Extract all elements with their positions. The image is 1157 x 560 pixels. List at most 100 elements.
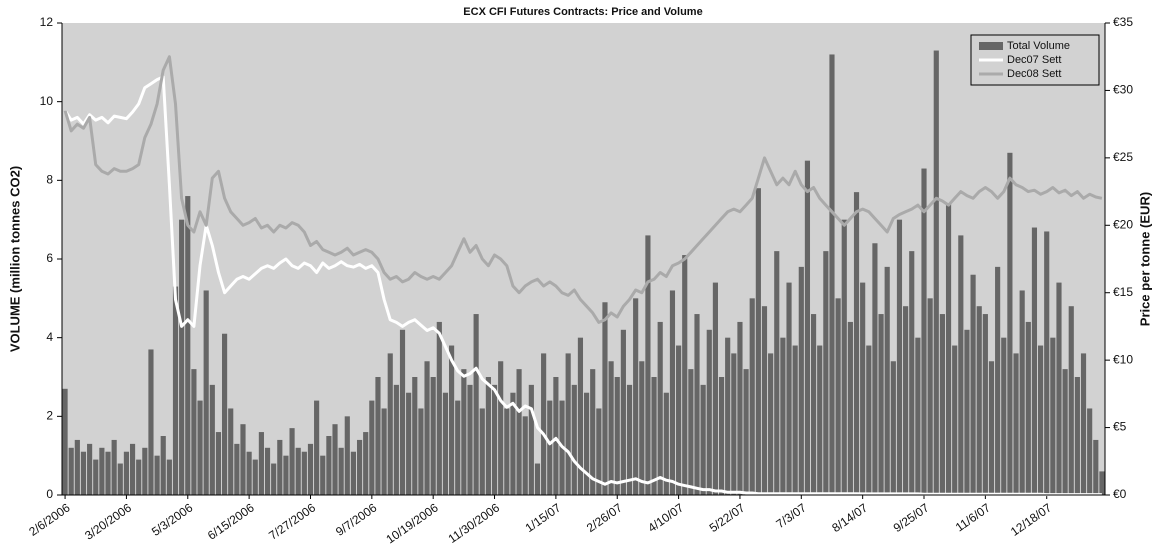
y2-axis-label: Price per tonne (EUR) (1137, 192, 1152, 326)
bar (277, 439, 283, 495)
bar (1062, 369, 1068, 495)
bar (565, 353, 571, 495)
bar (314, 400, 320, 495)
bar (847, 321, 853, 495)
bar (271, 463, 277, 495)
bar (498, 361, 504, 495)
bar (645, 235, 651, 495)
bar (731, 353, 737, 495)
y-tick-label: 8 (46, 173, 53, 187)
bar (228, 408, 234, 495)
bar (491, 384, 498, 495)
bar (154, 455, 160, 495)
x-tick-label: 11/6/07 (953, 500, 993, 534)
bar (804, 160, 811, 495)
bar (547, 400, 553, 495)
y2-tick-label: €20 (1113, 217, 1133, 231)
bar (136, 459, 142, 495)
bar (295, 447, 301, 495)
bar (191, 369, 197, 495)
bar (332, 424, 338, 495)
bar (970, 274, 976, 495)
bar (1031, 227, 1038, 496)
bar (995, 266, 1001, 495)
bar (596, 408, 602, 495)
bar (810, 314, 817, 495)
bar (1044, 231, 1050, 495)
bar (725, 337, 731, 495)
bar (62, 388, 68, 495)
y2-tick-label: €0 (1113, 487, 1127, 501)
bar (1050, 337, 1056, 495)
bar (798, 266, 804, 495)
bar (786, 282, 792, 495)
bar (289, 428, 295, 495)
line (63, 55, 1103, 324)
bar (160, 436, 166, 495)
bar (743, 369, 749, 495)
bar (896, 219, 903, 495)
y2-tick-label: €30 (1113, 83, 1133, 97)
bar (222, 333, 228, 495)
bar (1056, 282, 1062, 495)
bar (761, 306, 768, 495)
bar (283, 455, 289, 495)
bar (74, 439, 80, 495)
bar (1093, 439, 1099, 495)
bar (657, 321, 663, 495)
y2-tick-label: €10 (1113, 352, 1133, 366)
bar (718, 377, 725, 495)
bar (87, 443, 93, 495)
bar (105, 451, 111, 495)
bar (504, 408, 510, 495)
line (63, 75, 1102, 497)
bar (884, 266, 890, 495)
bar (903, 306, 909, 495)
bar (952, 345, 958, 495)
y-tick-label: 2 (46, 409, 53, 423)
bar (412, 377, 418, 495)
bar (583, 392, 590, 495)
bar (958, 235, 964, 495)
x-tick-label: 5/22/07 (707, 500, 748, 535)
bar (467, 384, 473, 495)
y-tick-label: 10 (40, 94, 54, 108)
bar (626, 384, 633, 495)
bar (363, 432, 369, 495)
bar (166, 459, 172, 495)
bar (590, 369, 596, 495)
bar (197, 400, 203, 495)
bar (449, 345, 455, 495)
bar (442, 392, 449, 495)
bar (338, 447, 344, 495)
bar (915, 337, 921, 495)
bar (522, 416, 528, 495)
x-tick-label: 5/3/2006 (149, 500, 196, 538)
bar (982, 314, 988, 495)
bar (823, 251, 829, 495)
bar (1013, 353, 1019, 495)
chart-title: ECX CFI Futures Contracts: Price and Vol… (463, 6, 702, 18)
bar (68, 447, 74, 495)
bar (933, 50, 939, 496)
bar (203, 290, 209, 495)
bar (234, 443, 240, 495)
y-tick-label: 0 (46, 487, 53, 501)
y-tick-label: 12 (40, 15, 54, 29)
bar (620, 329, 626, 495)
bar (878, 314, 884, 495)
bar (406, 392, 412, 495)
bar (473, 314, 479, 495)
bar (215, 432, 222, 495)
bar (669, 290, 676, 495)
bar (663, 392, 669, 495)
y2-tick-label: €15 (1113, 285, 1133, 299)
bar (1074, 377, 1080, 495)
bar (455, 400, 461, 495)
y-tick-label: 6 (46, 251, 53, 265)
x-tick-label: 6/15/2006 (205, 500, 257, 542)
bar (633, 298, 639, 495)
bar (688, 369, 694, 495)
bar (356, 439, 363, 495)
bar (945, 203, 952, 495)
